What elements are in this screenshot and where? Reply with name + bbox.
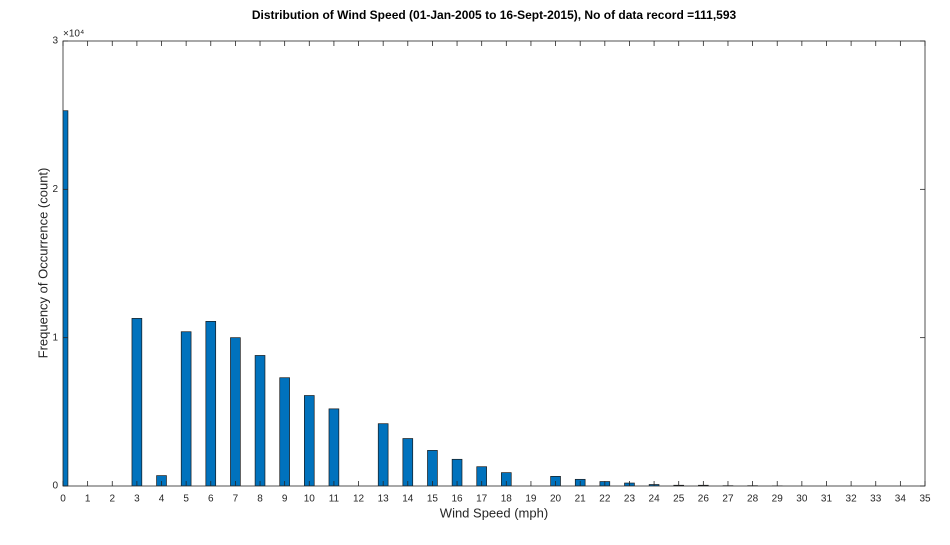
x-tick-label: 1 bbox=[85, 494, 91, 505]
x-tick-label: 28 bbox=[747, 494, 759, 505]
bar bbox=[377, 423, 389, 486]
y-tick-label: 2 bbox=[52, 184, 58, 195]
x-tick-label: 7 bbox=[233, 494, 239, 505]
x-tick-label: 17 bbox=[476, 494, 488, 505]
x-axis-label: Wind Speed (mph) bbox=[440, 505, 548, 520]
bar bbox=[279, 377, 290, 486]
bar bbox=[427, 450, 438, 486]
x-tick-label: 2 bbox=[109, 494, 115, 505]
x-tick-label: 14 bbox=[402, 494, 414, 505]
bar bbox=[402, 438, 414, 486]
y-tick-label: 1 bbox=[52, 332, 58, 343]
x-tick-label: 35 bbox=[919, 494, 931, 505]
x-tick-label: 10 bbox=[304, 494, 316, 505]
y-exponent: ×10⁴ bbox=[63, 29, 84, 40]
bar bbox=[205, 321, 217, 486]
x-tick-label: 19 bbox=[525, 494, 537, 505]
x-tick-label: 9 bbox=[282, 494, 288, 505]
bar bbox=[254, 355, 266, 486]
bar bbox=[476, 466, 487, 486]
x-tick-label: 6 bbox=[208, 494, 214, 505]
x-tick-label: 5 bbox=[183, 494, 189, 505]
x-tick-label: 0 bbox=[60, 494, 66, 505]
x-tick-label: 27 bbox=[722, 494, 734, 505]
x-tick-label: 29 bbox=[772, 494, 784, 505]
x-tick-label: 25 bbox=[673, 494, 685, 505]
x-tick-label: 23 bbox=[624, 494, 636, 505]
x-tick-label: 11 bbox=[329, 494, 340, 505]
x-tick-label: 22 bbox=[599, 494, 611, 505]
x-tick-label: 21 bbox=[575, 494, 587, 505]
x-tick-label: 31 bbox=[821, 494, 833, 505]
x-tick-label: 20 bbox=[550, 494, 562, 505]
bar bbox=[180, 331, 192, 486]
x-tick-label: 13 bbox=[378, 494, 390, 505]
x-tick-label: 26 bbox=[698, 494, 710, 505]
bar bbox=[230, 337, 241, 486]
x-tick-label: 32 bbox=[846, 494, 858, 505]
x-tick-label: 30 bbox=[796, 494, 808, 505]
x-tick-label: 24 bbox=[649, 494, 661, 505]
x-tick-label: 4 bbox=[159, 494, 165, 505]
bar bbox=[131, 318, 143, 486]
y-tick-label: 3 bbox=[52, 36, 58, 47]
chart-title: Distribution of Wind Speed (01-Jan-2005 … bbox=[252, 8, 737, 22]
x-tick-label: 12 bbox=[353, 494, 365, 505]
y-tick-label: 0 bbox=[52, 481, 58, 492]
x-tick-label: 3 bbox=[134, 494, 140, 505]
x-tick-label: 8 bbox=[257, 494, 263, 505]
x-tick-label: 18 bbox=[501, 494, 513, 505]
plot-frame bbox=[62, 40, 926, 487]
x-tick-label: 33 bbox=[870, 494, 882, 505]
bar bbox=[328, 408, 340, 486]
x-tick-label: 34 bbox=[895, 494, 907, 505]
bar bbox=[304, 395, 315, 486]
x-tick-label: 16 bbox=[451, 494, 463, 505]
x-tick-label: 15 bbox=[427, 494, 439, 505]
y-axis-label: Frequency of Occurrence (count) bbox=[35, 168, 50, 359]
bar bbox=[156, 475, 167, 486]
